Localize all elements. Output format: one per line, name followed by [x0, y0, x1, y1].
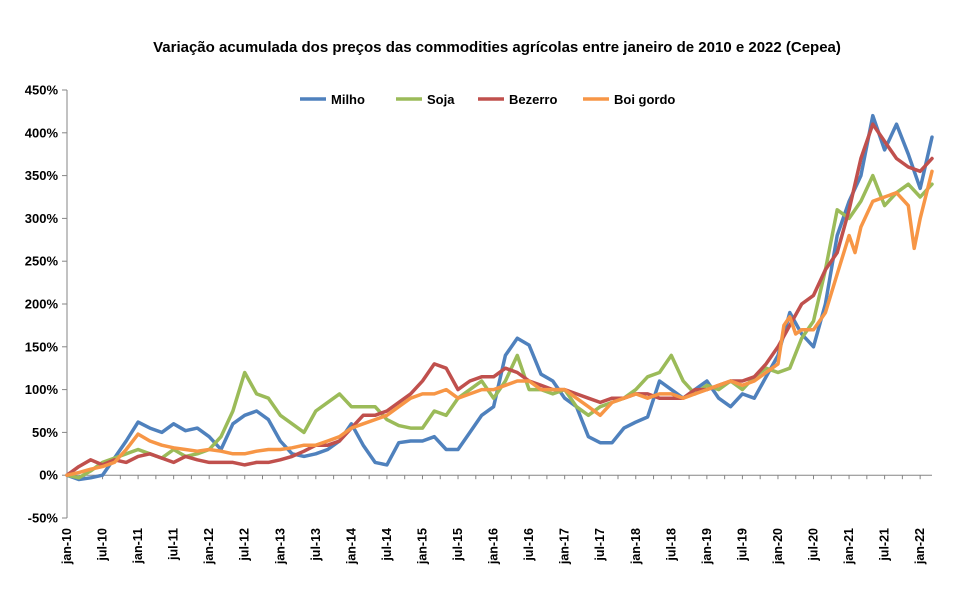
- x-tick-label: jan-13: [273, 528, 287, 565]
- x-tick-label: jan-10: [60, 528, 74, 565]
- series-line-milho: [65, 113, 934, 482]
- x-tick-label: jan-15: [415, 528, 429, 565]
- x-tick-label: jan-17: [558, 528, 572, 565]
- y-tick-label: 350%: [25, 168, 59, 183]
- y-tick-label: 200%: [25, 297, 59, 312]
- chart-title: Variação acumulada dos preços das commod…: [153, 39, 841, 56]
- axes: -50% 0% 50% 100% 150% 200% 250% 300% 350% 400% 450…: [25, 83, 932, 565]
- legend: Milho Soja Bezerro Boi gordo: [300, 92, 675, 107]
- x-tick-label: jul-20: [807, 528, 821, 562]
- y-tick-label: 50%: [32, 425, 58, 440]
- series-line-boi-gordo: [65, 169, 934, 477]
- x-tick-label: jul-16: [522, 528, 536, 562]
- legend-label-boi-gordo: Boi gordo: [614, 92, 675, 107]
- y-tick-label: 450%: [25, 83, 59, 98]
- legend-label-soja: Soja: [427, 92, 455, 107]
- x-tick-label: jul-11: [167, 528, 181, 561]
- x-tick-label: jul-13: [309, 528, 323, 562]
- y-tick-label: 250%: [25, 254, 59, 269]
- x-tick-label: jul-18: [664, 528, 678, 562]
- legend-label-bezerro: Bezerro: [509, 92, 557, 107]
- y-tick-label: 100%: [25, 382, 59, 397]
- x-tick-label: jan-12: [202, 528, 216, 565]
- x-tick-label: jan-18: [629, 528, 643, 565]
- x-tick-label: jan-16: [487, 528, 501, 565]
- x-tick-label: jul-19: [735, 528, 749, 562]
- y-tick-label: 300%: [25, 211, 59, 226]
- x-tick-label: jul-10: [96, 528, 110, 562]
- x-tick-label: jul-15: [451, 528, 465, 562]
- x-tick-label: jan-22: [913, 528, 927, 565]
- x-tick-label: jan-11: [131, 528, 145, 564]
- x-tick-label: jan-19: [700, 528, 714, 565]
- y-tick-label: 400%: [25, 125, 59, 140]
- x-tick-label: jul-21: [878, 528, 892, 562]
- x-tick-label: jan-21: [842, 528, 856, 565]
- x-tick-label: jan-20: [771, 528, 785, 565]
- series-line-soja: [65, 173, 934, 480]
- y-tick-label: -50%: [28, 511, 59, 526]
- series-line-bezerro: [65, 122, 934, 477]
- x-tick-label: jul-14: [380, 528, 394, 562]
- y-tick-label: 150%: [25, 339, 59, 354]
- x-tick-label: jul-12: [238, 528, 252, 562]
- legend-label-milho: Milho: [331, 92, 365, 107]
- x-tick-label: jul-17: [593, 528, 607, 562]
- x-tick-label: jan-14: [344, 528, 358, 565]
- y-tick-label: 0%: [39, 468, 58, 483]
- series-layer: [65, 113, 934, 482]
